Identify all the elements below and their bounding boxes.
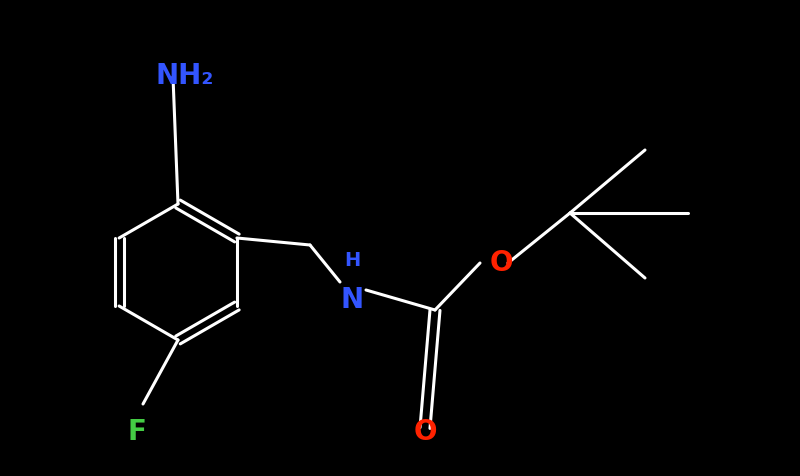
Text: N: N [341,286,363,314]
Text: H: H [344,251,360,270]
Text: F: F [127,418,146,446]
Text: O: O [414,418,437,446]
Text: O: O [490,249,514,277]
Text: NH₂: NH₂ [155,62,214,90]
